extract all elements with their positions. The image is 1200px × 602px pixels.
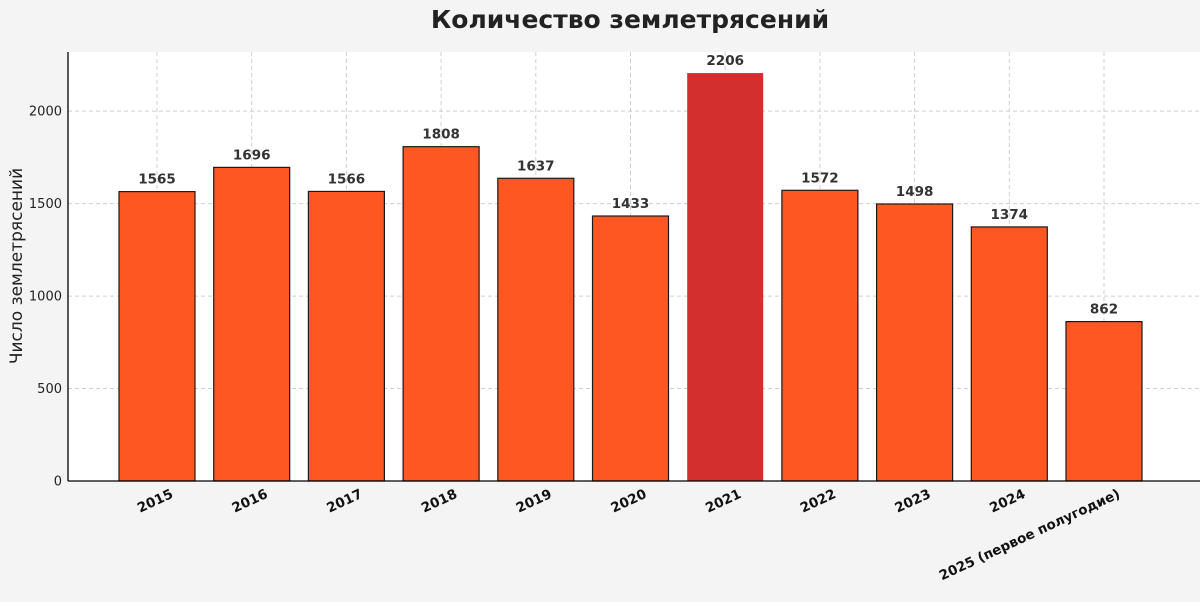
- y-tick-label-1: 500: [37, 382, 62, 397]
- y-tick-label-2: 1000: [29, 290, 62, 305]
- data-label-2: 1566: [328, 171, 366, 187]
- data-label-0: 1565: [138, 172, 176, 188]
- y-tick-labels: 0 500 1000 1500 2000: [29, 105, 62, 490]
- data-label-9: 1374: [991, 207, 1029, 223]
- y-tick-label-3: 1500: [29, 197, 62, 212]
- x-tick-label-5: 2020: [608, 486, 649, 516]
- y-tick-label-0: 0: [54, 475, 62, 490]
- x-tick-label-9: 2024: [987, 486, 1028, 516]
- data-label-1: 1696: [233, 147, 271, 163]
- x-tick-label-3: 2018: [419, 486, 460, 516]
- x-tick-label-6: 2021: [703, 486, 744, 516]
- x-tick-label-1: 2016: [230, 486, 271, 516]
- x-tick-labels: 2015 2016 2017 2018 2019 2020 2021 2022 2023 2024…: [135, 486, 1123, 584]
- data-label-5: 1433: [612, 196, 650, 212]
- bar-8: [875, 203, 954, 482]
- bar-10: [1065, 321, 1143, 482]
- bar-9: [970, 226, 1048, 482]
- axes: [67, 52, 1200, 482]
- x-tick-label-7: 2022: [798, 486, 839, 516]
- data-label-7: 1572: [801, 170, 839, 186]
- x-tick-label-2: 2017: [324, 486, 365, 516]
- data-label-6: 2206: [706, 53, 744, 69]
- y-axis-label: Число землетрясений: [7, 168, 27, 364]
- bar-1: [213, 166, 291, 482]
- x-tick-label-8: 2023: [892, 486, 933, 516]
- bar-4: [497, 177, 575, 482]
- data-label-10: 862: [1090, 302, 1118, 318]
- bar-6: [687, 73, 764, 481]
- data-label-8: 1498: [896, 184, 934, 200]
- x-tick-label-10: 2025 (первое полугодие): [937, 486, 1123, 584]
- bars: [118, 73, 1143, 482]
- bar-7: [781, 189, 859, 482]
- data-label-3: 1808: [422, 127, 460, 143]
- x-tick-label-4: 2019: [514, 486, 555, 516]
- bar-3: [402, 146, 480, 482]
- bar-2: [307, 190, 385, 482]
- data-label-4: 1637: [517, 158, 555, 174]
- x-tick-label-0: 2015: [135, 486, 176, 516]
- bar-0: [118, 191, 196, 482]
- chart-title: Количество землетрясений: [431, 5, 829, 34]
- y-tick-label-4: 2000: [29, 105, 62, 120]
- bar-5: [591, 215, 670, 482]
- data-labels: 1565 1696 1566 1808 1637 1433 2206 1572 1498 1374…: [138, 53, 1118, 318]
